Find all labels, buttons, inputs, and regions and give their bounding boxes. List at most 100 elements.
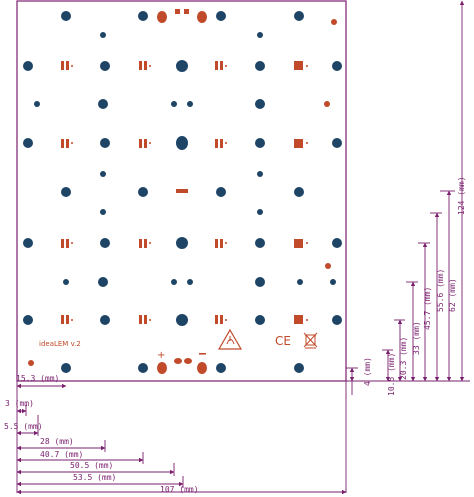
hole — [138, 11, 148, 21]
dim-45-7: 45.7 (mm) — [423, 287, 432, 330]
hole — [157, 362, 167, 374]
hole — [197, 11, 207, 23]
hole — [176, 237, 188, 249]
hole — [257, 32, 263, 38]
hole — [255, 138, 265, 148]
pad — [220, 239, 223, 248]
hole — [63, 279, 69, 285]
dim-15-3: 15.3 (mm) — [16, 374, 59, 383]
pad — [220, 315, 223, 324]
hole — [176, 60, 188, 72]
dim-20-3: 20.3 (mm) — [399, 337, 408, 380]
hole — [176, 314, 188, 326]
dim-124: 124 (mm) — [457, 176, 466, 215]
pad — [61, 61, 64, 70]
hole — [331, 19, 337, 25]
hole — [23, 315, 33, 325]
pad — [66, 239, 69, 248]
hole — [100, 209, 106, 215]
pad — [184, 9, 189, 14]
dim-5-5: 5.5 (mm) — [4, 422, 43, 431]
dim-107: 107 (mm) — [160, 485, 199, 494]
hole — [255, 238, 265, 248]
mounting-holes — [23, 11, 342, 374]
board-label: ideaLEM v.2 — [39, 340, 81, 348]
hole — [332, 61, 342, 71]
pad-dot — [225, 319, 227, 321]
hole — [23, 238, 33, 248]
pad — [66, 61, 69, 70]
pad — [66, 139, 69, 148]
smd-pads — [61, 9, 308, 324]
hole — [294, 363, 304, 373]
hole — [216, 187, 226, 197]
dim-50-5: 50.5 (mm) — [70, 461, 113, 470]
hole — [61, 187, 71, 197]
hole — [257, 209, 263, 215]
pad-dot — [71, 65, 73, 67]
pad — [220, 139, 223, 148]
hole — [197, 362, 207, 374]
pad — [61, 239, 64, 248]
hole — [100, 61, 110, 71]
hole — [257, 171, 263, 177]
hole — [34, 101, 40, 107]
hole — [61, 363, 71, 373]
hole — [332, 315, 342, 325]
pad — [139, 139, 142, 148]
pad — [294, 139, 303, 148]
polarity-plus: + — [157, 350, 165, 361]
hole — [332, 238, 342, 248]
pad — [139, 61, 142, 70]
hole — [324, 101, 330, 107]
hole — [255, 99, 265, 109]
hole — [297, 279, 303, 285]
pad — [215, 239, 218, 248]
hole — [171, 279, 177, 285]
pad — [61, 315, 64, 324]
hole — [187, 101, 193, 107]
dim-40-7: 40.7 (mm) — [40, 450, 83, 459]
pad — [144, 61, 147, 70]
pad-dot — [306, 242, 308, 244]
pad — [220, 61, 223, 70]
hole — [98, 99, 108, 109]
hole — [332, 138, 342, 148]
hole — [23, 138, 33, 148]
pad-dot — [149, 142, 151, 144]
hole — [216, 11, 226, 21]
hole — [184, 358, 192, 364]
pad — [215, 315, 218, 324]
pad — [215, 61, 218, 70]
pad — [61, 139, 64, 148]
hole — [100, 32, 106, 38]
pad — [176, 189, 188, 193]
pad — [66, 315, 69, 324]
hole — [157, 11, 167, 23]
pad — [294, 315, 303, 324]
dim-53-5: 53.5 (mm) — [73, 473, 116, 482]
pad-dot — [225, 65, 227, 67]
hole — [100, 138, 110, 148]
hole — [171, 101, 177, 107]
pad-dot — [306, 142, 308, 144]
pad-dot — [71, 319, 73, 321]
dim-28: 28 (mm) — [40, 437, 74, 446]
hole — [98, 277, 108, 287]
esd-warning-icon — [217, 328, 243, 350]
pad-dot — [149, 242, 151, 244]
weee-bin-icon — [303, 332, 318, 349]
pad-dot — [225, 142, 227, 144]
hole — [28, 360, 34, 366]
hole — [100, 171, 106, 177]
ce-mark: CE — [275, 334, 291, 348]
dim-55-6: 55.6 (mm) — [436, 269, 445, 312]
hole — [255, 315, 265, 325]
pad — [144, 139, 147, 148]
dimension-lines — [16, 0, 470, 495]
pad — [139, 315, 142, 324]
pad-dot — [306, 65, 308, 67]
pad — [144, 239, 147, 248]
pad-dot — [149, 65, 151, 67]
board-outline — [16, 0, 347, 382]
